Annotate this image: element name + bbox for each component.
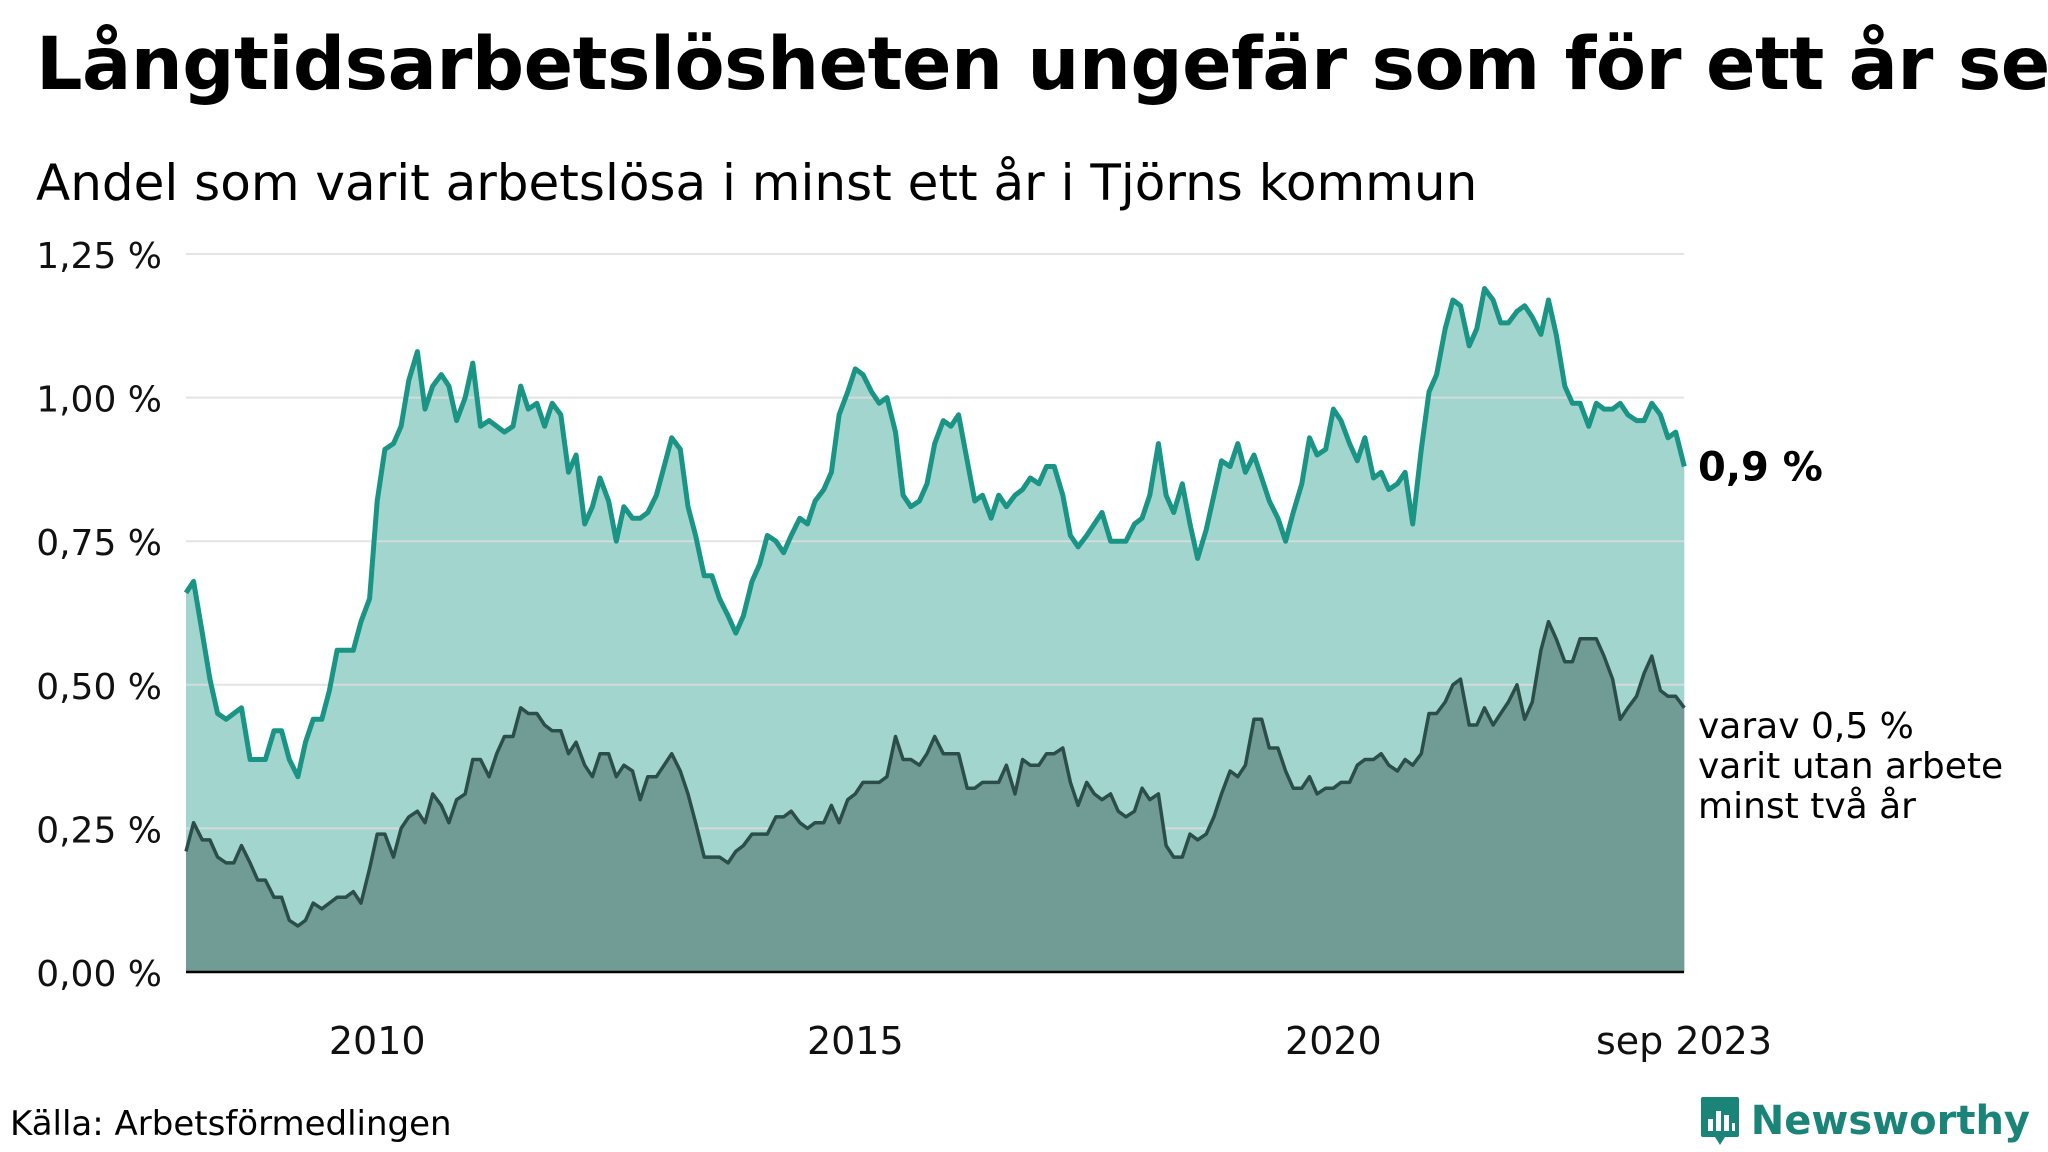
y-tick-label: 1,00 % xyxy=(36,380,162,421)
x-tick-label: 2020 xyxy=(1285,1019,1382,1063)
y-tick-label: 0,00 % xyxy=(36,954,162,995)
newsworthy-logo-icon xyxy=(1700,1097,1739,1145)
chart-title: Långtidsarbetslösheten ungefär som för e… xyxy=(36,22,2048,107)
y-tick-label: 0,25 % xyxy=(36,810,162,851)
series-area-minst-tva-ar xyxy=(186,621,1685,972)
series-end-label-minst-tva-ar: varav 0,5 % xyxy=(1698,706,1914,747)
brand: Newsworthy xyxy=(1699,1095,2030,1147)
y-tick-label: 0,75 % xyxy=(36,523,162,564)
brand-name: Newsworthy xyxy=(1750,1098,2030,1144)
series-line-minst-ett-ar xyxy=(183,286,1687,780)
y-tick-label: 1,25 % xyxy=(36,236,162,277)
x-tick-label: 2010 xyxy=(329,1019,426,1063)
chart-subtitle: Andel som varit arbetslösa i minst ett å… xyxy=(36,154,1478,212)
x-tick-label: 2015 xyxy=(807,1019,904,1063)
series-line-minst-tva-ar xyxy=(184,619,1686,928)
source-note: Källa: Arbetsförmedlingen xyxy=(10,1104,452,1144)
y-tick-label: 0,50 % xyxy=(36,667,162,708)
series-end-label-minst-tva-ar: minst två år xyxy=(1698,786,1916,827)
series-end-label-minst-ett-ar: 0,9 % xyxy=(1698,445,1823,491)
x-tick-label: sep 2023 xyxy=(1596,1019,1772,1063)
series-end-label-minst-tva-ar: varit utan arbete xyxy=(1698,746,2003,787)
